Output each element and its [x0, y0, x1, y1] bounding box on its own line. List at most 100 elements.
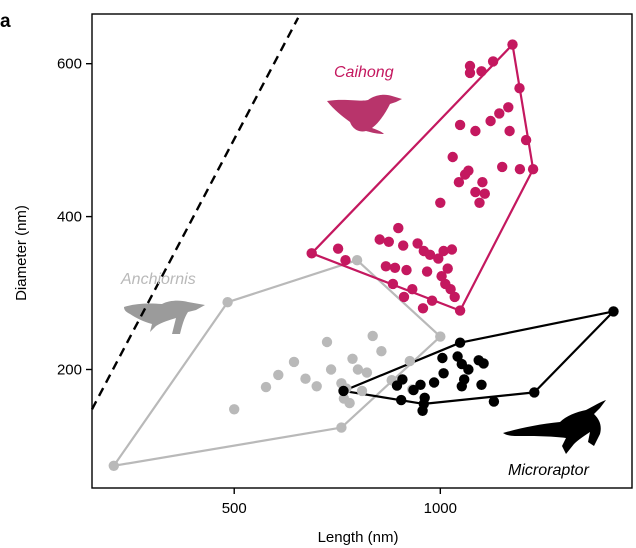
caihong-point	[459, 169, 471, 180]
microraptor-point	[396, 394, 407, 406]
caihong-point	[436, 271, 447, 282]
caihong-point	[497, 161, 508, 173]
microraptor-point	[438, 368, 449, 379]
anchiornis-point	[352, 364, 364, 375]
caihong-point	[454, 119, 466, 131]
microraptor-point	[456, 358, 467, 370]
microraptor-point	[408, 384, 419, 396]
caihong-point	[442, 263, 453, 274]
caihong-point	[421, 266, 433, 277]
y-tick-label: 400	[57, 209, 82, 226]
caihong-point	[485, 115, 496, 127]
microraptor-point	[529, 387, 540, 398]
anchiornis-point	[435, 331, 446, 342]
anchiornis-point	[347, 353, 358, 364]
microraptor-point	[478, 358, 489, 369]
caihong-point	[417, 303, 429, 314]
legend-anchiornis-label: Anchiornis	[120, 271, 196, 288]
microraptor-point	[338, 385, 349, 397]
caihong-point	[433, 253, 444, 264]
caihong-point	[387, 278, 399, 290]
microraptor-point	[419, 392, 430, 403]
caihong-point	[407, 284, 418, 295]
caihong-point	[514, 83, 525, 94]
caihong-point	[446, 244, 458, 255]
caihong-point	[424, 249, 436, 260]
caihong-point	[332, 243, 344, 254]
microraptor-point	[476, 379, 487, 390]
caihong-point	[520, 134, 532, 146]
caihong-point	[514, 164, 526, 175]
anchiornis-hull	[112, 259, 442, 467]
caihong-point	[477, 177, 488, 188]
caihong-point	[476, 66, 487, 77]
data-points	[108, 39, 619, 471]
legend-caihong-label: Caihong	[334, 64, 394, 81]
microraptor-point	[456, 381, 467, 392]
dashed-reference-line	[90, 17, 300, 410]
x-tick-label: 500	[222, 500, 247, 517]
caihong-point	[464, 67, 476, 79]
axes: 500 1000 200 400 600	[57, 56, 457, 517]
microraptor-hull	[342, 310, 615, 405]
caihong-point	[494, 108, 505, 119]
caihong-silhouette-icon	[327, 94, 402, 134]
microraptor-silhouette-icon	[503, 400, 606, 454]
caihong-point	[487, 56, 499, 67]
anchiornis-point	[336, 422, 347, 433]
microraptor-point	[437, 352, 448, 364]
caihong-point	[504, 125, 515, 137]
caihong-point	[527, 164, 539, 175]
microraptor-point	[417, 405, 428, 416]
caihong-point	[474, 197, 485, 208]
caihong-point	[374, 234, 385, 245]
legend-microraptor-label: Microraptor	[508, 462, 590, 479]
anchiornis-point	[344, 397, 355, 409]
y-tick-label: 200	[57, 362, 82, 379]
caihong-point	[398, 240, 409, 251]
anchiornis-point	[273, 369, 284, 381]
caihong-point	[470, 125, 481, 137]
anchiornis-point	[356, 385, 368, 397]
anchiornis-point	[229, 404, 240, 415]
caihong-point	[306, 248, 317, 259]
anchiornis-point	[361, 367, 373, 378]
anchiornis-point	[260, 381, 272, 393]
anchiornis-point	[222, 297, 233, 308]
caihong-point	[503, 102, 514, 113]
caihong-point	[449, 291, 460, 303]
anchiornis-point	[108, 460, 120, 471]
plot-frame	[91, 13, 633, 489]
panel-label: a	[0, 11, 11, 32]
caihong-point	[398, 291, 410, 303]
caihong-point	[507, 39, 518, 50]
caihong-point	[389, 262, 401, 273]
caihong-point	[454, 305, 466, 316]
anchiornis-point	[376, 346, 387, 357]
caihong-point	[401, 264, 412, 276]
anchiornis-point	[311, 381, 322, 392]
x-tick-label: 1000	[424, 500, 457, 517]
caihong-point	[383, 236, 394, 247]
y-tick-label: 600	[57, 56, 82, 73]
anchiornis-point	[288, 356, 300, 368]
caihong-point	[445, 284, 456, 295]
caihong-point	[435, 197, 446, 208]
caihong-point	[470, 186, 481, 198]
caihong-point	[479, 188, 490, 199]
anchiornis-point	[367, 330, 378, 342]
caihong-point	[426, 295, 438, 306]
anchiornis-point	[325, 364, 337, 375]
caihong-point	[453, 177, 465, 188]
microraptor-point	[608, 306, 619, 317]
caihong-point	[393, 222, 404, 234]
caihong-point	[412, 238, 423, 249]
caihong-point	[340, 255, 351, 266]
microraptor-point	[488, 396, 500, 407]
caihong-point	[438, 245, 449, 257]
microraptor-point	[452, 351, 463, 362]
dashed-line	[90, 17, 300, 410]
anchiornis-point	[321, 336, 333, 348]
anchiornis-point	[404, 355, 415, 367]
